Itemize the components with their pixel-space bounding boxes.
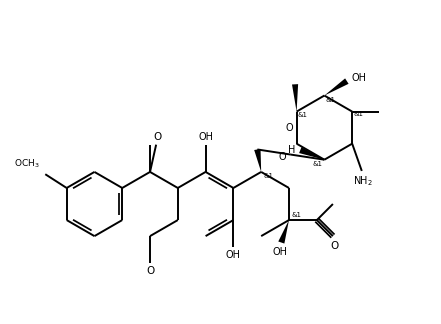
Text: OCH$_3$: OCH$_3$	[14, 157, 40, 170]
Text: H: H	[288, 145, 296, 155]
Polygon shape	[292, 84, 298, 111]
Text: O: O	[153, 132, 162, 142]
Text: OH: OH	[272, 247, 287, 257]
Text: &1: &1	[354, 111, 364, 117]
Text: &1: &1	[326, 97, 336, 103]
Text: O: O	[330, 241, 339, 251]
Polygon shape	[254, 149, 261, 172]
Polygon shape	[299, 147, 325, 160]
Text: &1: &1	[263, 173, 273, 179]
Text: OH: OH	[351, 73, 366, 83]
Text: &1: &1	[313, 161, 323, 167]
Text: O: O	[279, 152, 286, 162]
Text: OH: OH	[226, 250, 241, 260]
Text: &1: &1	[297, 112, 307, 118]
Text: O: O	[286, 122, 294, 133]
Text: NH$_2$: NH$_2$	[353, 174, 373, 188]
Text: O: O	[146, 266, 154, 276]
Polygon shape	[278, 220, 289, 244]
Text: OH: OH	[198, 132, 213, 142]
Text: &1: &1	[291, 212, 301, 218]
Polygon shape	[325, 78, 348, 96]
